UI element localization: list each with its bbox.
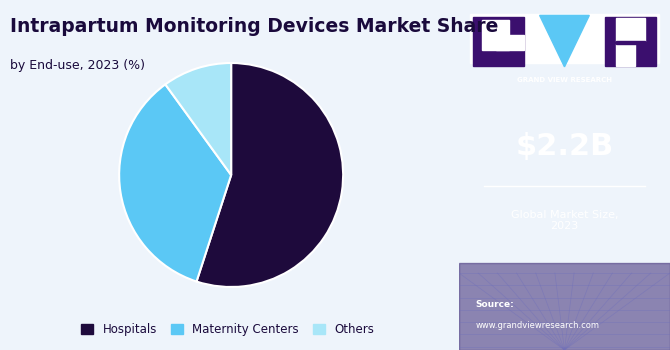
Legend: Hospitals, Maternity Centers, Others: Hospitals, Maternity Centers, Others: [76, 318, 379, 341]
FancyBboxPatch shape: [604, 16, 656, 66]
FancyBboxPatch shape: [473, 16, 525, 66]
Wedge shape: [196, 63, 343, 287]
Text: Source:: Source:: [476, 300, 515, 309]
Wedge shape: [165, 63, 231, 175]
Text: GRAND VIEW RESEARCH: GRAND VIEW RESEARCH: [517, 77, 612, 84]
Text: by End-use, 2023 (%): by End-use, 2023 (%): [10, 60, 145, 72]
Text: $2.2B: $2.2B: [515, 133, 614, 161]
Text: Global Market Size,
2023: Global Market Size, 2023: [511, 210, 618, 231]
FancyBboxPatch shape: [459, 262, 670, 350]
FancyBboxPatch shape: [482, 20, 509, 50]
FancyBboxPatch shape: [616, 44, 635, 66]
Polygon shape: [539, 15, 590, 67]
Text: Intrapartum Monitoring Devices Market Share: Intrapartum Monitoring Devices Market Sh…: [10, 18, 498, 36]
Text: www.grandviewresearch.com: www.grandviewresearch.com: [476, 321, 600, 330]
FancyBboxPatch shape: [470, 14, 659, 63]
Polygon shape: [616, 41, 645, 44]
Wedge shape: [119, 84, 231, 281]
FancyBboxPatch shape: [496, 35, 525, 50]
FancyBboxPatch shape: [616, 18, 645, 41]
